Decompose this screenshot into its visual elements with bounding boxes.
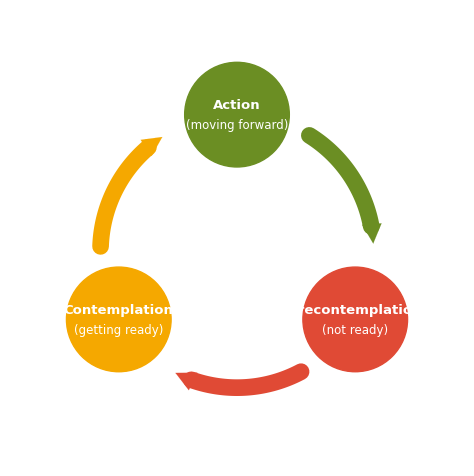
Text: Contemplation: Contemplation [64,303,173,316]
Text: (moving forward): (moving forward) [186,119,288,132]
Text: Action: Action [213,99,261,112]
Text: (not ready): (not ready) [322,323,388,336]
Circle shape [185,63,289,168]
Circle shape [303,268,408,372]
Circle shape [66,268,171,372]
Text: Precontemplation: Precontemplation [289,303,422,316]
Text: (getting ready): (getting ready) [74,323,164,336]
